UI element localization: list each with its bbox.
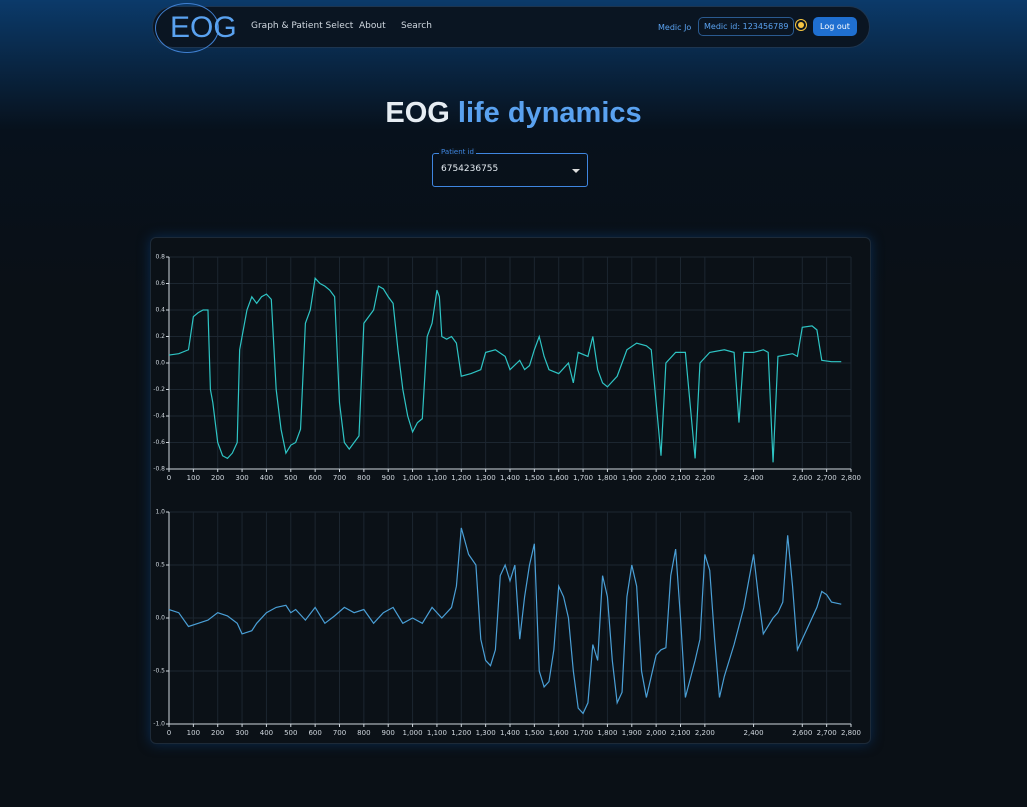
x-tick-label: 700: [333, 474, 346, 482]
x-tick-label: 600: [308, 729, 321, 737]
y-tick-label: -0.2: [153, 386, 165, 393]
theme-toggle[interactable]: [798, 22, 804, 28]
x-tick-label: 1,200: [451, 729, 471, 737]
y-tick-label: -0.5: [153, 668, 165, 675]
x-tick-label: 100: [187, 474, 200, 482]
heading-main: EOG: [385, 97, 450, 129]
nav-link[interactable]: About: [359, 21, 386, 31]
y-tick-label: 0.4: [155, 307, 165, 314]
medic-id: Medic id: 123456789: [698, 17, 795, 36]
x-tick-label: 1,700: [573, 474, 593, 482]
line-series: [168, 276, 842, 463]
x-tick-label: 1,100: [427, 474, 447, 482]
x-tick-label: 900: [382, 729, 395, 737]
x-tick-label: 2,700: [817, 729, 837, 737]
nav-link[interactable]: Search: [401, 21, 432, 31]
x-tick-label: 2,700: [817, 474, 837, 482]
x-tick-label: 0: [167, 729, 171, 737]
y-tick-label: 0.2: [155, 333, 165, 340]
y-tick-label: 0.0: [155, 615, 165, 622]
x-tick-label: 200: [211, 474, 224, 482]
x-tick-label: 0: [167, 474, 171, 482]
x-tick-label: 1,500: [524, 474, 544, 482]
navbar: EOG Graph & Patient Select About Search …: [152, 3, 870, 53]
x-tick-label: 1,700: [573, 729, 593, 737]
x-tick-label: 1,300: [476, 729, 496, 737]
logout-button[interactable]: Log out: [813, 17, 857, 36]
x-tick-label: 500: [284, 474, 297, 482]
x-tick-label: 1,600: [549, 729, 569, 737]
x-tick-label: 2,000: [646, 729, 666, 737]
x-tick-label: 1,800: [597, 729, 617, 737]
x-tick-label: 1,900: [622, 474, 642, 482]
x-tick-label: 1,200: [451, 474, 471, 482]
line-series: [168, 527, 842, 715]
y-tick-label: -0.8: [153, 466, 165, 473]
x-tick-label: 200: [211, 729, 224, 737]
y-tick-label: 0.0: [155, 360, 165, 367]
x-tick-label: 2,400: [744, 474, 764, 482]
x-tick-label: 2,600: [792, 729, 812, 737]
x-tick-label: 1,000: [403, 474, 423, 482]
x-tick-label: 700: [333, 729, 346, 737]
x-tick-label: 1,100: [427, 729, 447, 737]
select-label: Patient id: [439, 148, 476, 156]
x-tick-label: 300: [235, 729, 248, 737]
y-tick-label: 0.5: [155, 562, 165, 569]
x-tick-label: 1,400: [500, 729, 520, 737]
x-tick-label: 2,800: [841, 729, 861, 737]
x-tick-label: 1,800: [597, 474, 617, 482]
y-tick-label: 0.6: [155, 280, 165, 287]
x-tick-label: 100: [187, 729, 200, 737]
x-tick-label: 400: [260, 729, 273, 737]
x-tick-label: 2,100: [670, 474, 690, 482]
y-tick-label: -0.6: [153, 439, 165, 446]
x-tick-label: 900: [382, 474, 395, 482]
x-tick-label: 300: [235, 474, 248, 482]
x-tick-label: 2,400: [744, 729, 764, 737]
heading-accent: life dynamics: [457, 97, 642, 129]
heading: EOG life dynamics: [0, 97, 1027, 130]
y-tick-label: -1.0: [153, 721, 165, 728]
x-tick-label: 1,000: [403, 729, 423, 737]
x-tick-label: 2,200: [695, 474, 715, 482]
nav-link[interactable]: Graph & Patient Select: [251, 21, 354, 31]
x-tick-label: 1,900: [622, 729, 642, 737]
x-tick-label: 600: [308, 474, 321, 482]
charts: -0.8 -0.6 -0.4 -0.2 0.0 0.2 0.4 0.6 0.8 0 100 200 30…: [153, 254, 861, 738]
x-tick-label: 400: [260, 474, 273, 482]
x-tick-label: 800: [357, 474, 370, 482]
x-tick-label: 1,400: [500, 474, 520, 482]
x-tick-label: 2,100: [670, 729, 690, 737]
y-tick-label: 0.8: [155, 254, 165, 261]
x-tick-label: 800: [357, 729, 370, 737]
x-tick-label: 2,600: [792, 474, 812, 482]
x-tick-label: 1,600: [549, 474, 569, 482]
x-tick-label: 2,000: [646, 474, 666, 482]
x-tick-label: 1,500: [524, 729, 544, 737]
dropdown-arrow: [572, 169, 580, 177]
x-tick-label: 500: [284, 729, 297, 737]
x-tick-label: 2,800: [841, 474, 861, 482]
y-tick-label: 1.0: [155, 509, 165, 516]
patient-select[interactable]: Patient id 6754236755: [432, 148, 588, 187]
user-name: Medic Jo: [658, 23, 692, 32]
x-tick-label: 2,200: [695, 729, 715, 737]
y-tick-label: -0.4: [153, 413, 165, 420]
logo[interactable]: EOG: [155, 3, 237, 53]
x-tick-label: 1,300: [476, 474, 496, 482]
select-value: 6754236755: [441, 164, 499, 174]
chart-card: -0.8 -0.6 -0.4 -0.2 0.0 0.2 0.4 0.6 0.8 0 100 200 30…: [150, 237, 871, 744]
